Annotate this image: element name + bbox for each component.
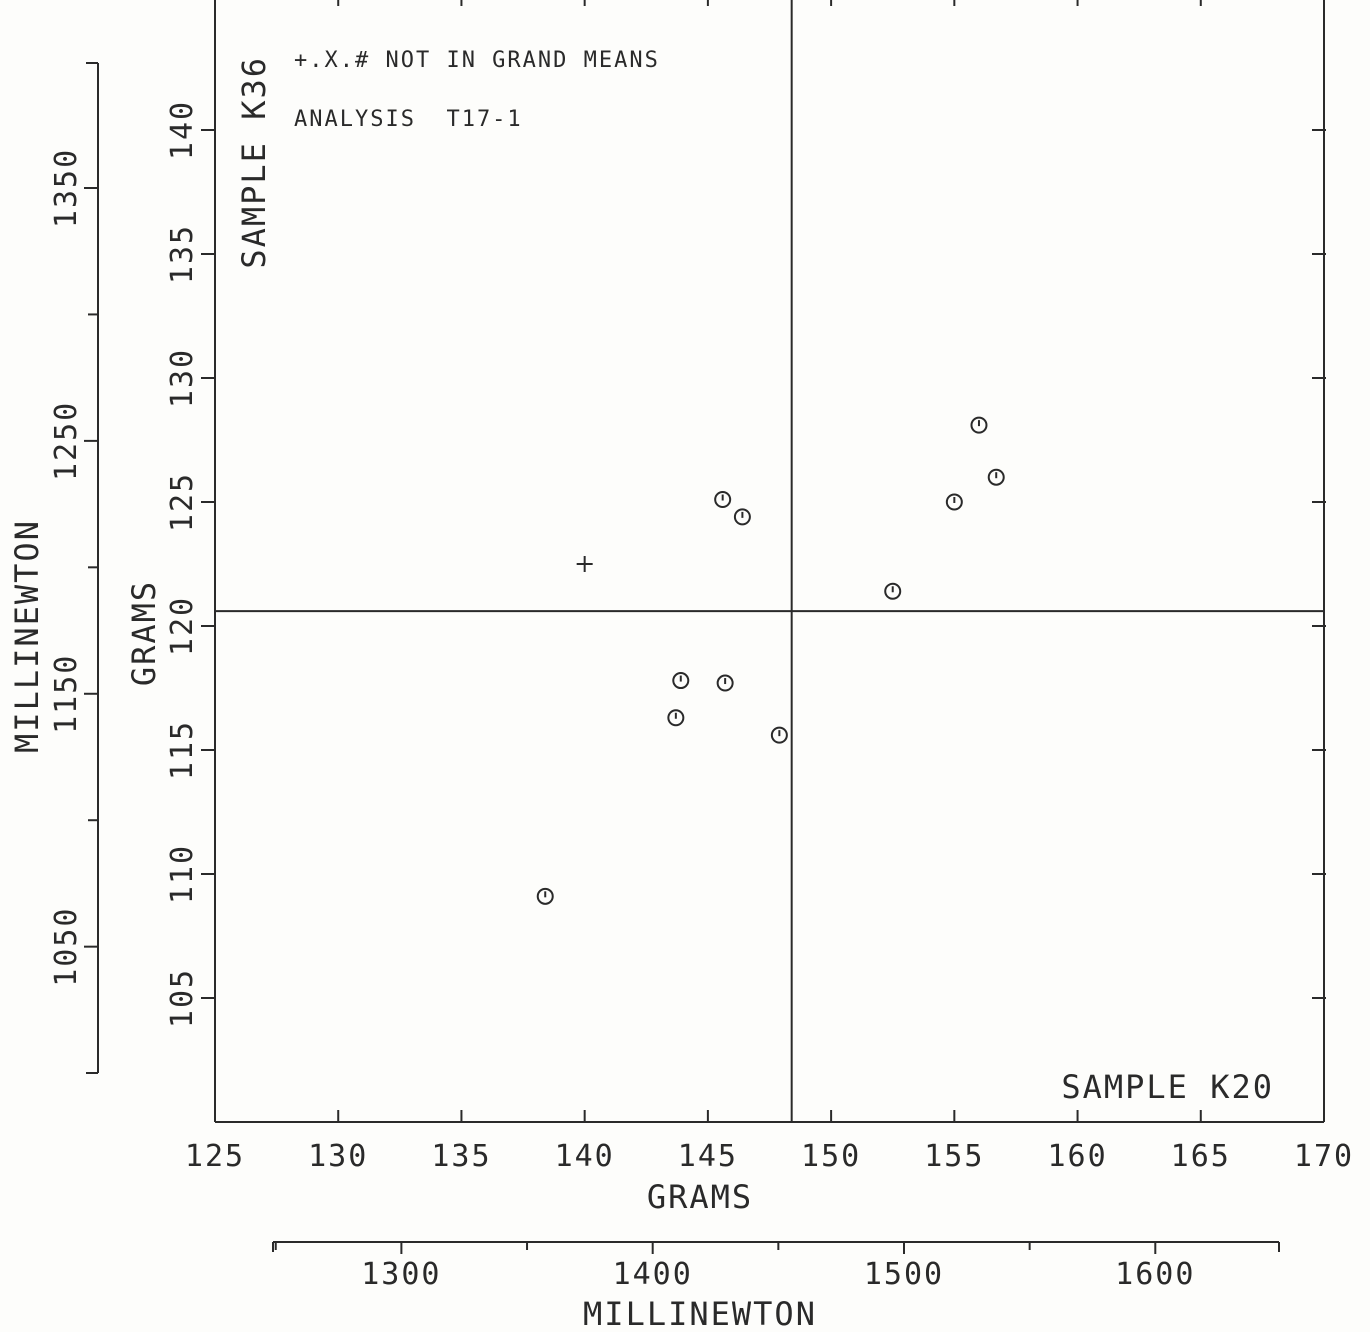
point-ring xyxy=(770,726,788,744)
x-tick-label: 160 xyxy=(1047,1139,1107,1174)
point-ring xyxy=(970,416,988,434)
x-tick-label: 145 xyxy=(678,1139,738,1174)
sample-k36-label: SAMPLE K36 xyxy=(235,56,273,269)
data-point-circle xyxy=(884,582,902,600)
point-ring xyxy=(716,674,734,692)
point-ring xyxy=(672,672,690,690)
y-tick-label: 135 xyxy=(165,224,200,284)
data-point-circle xyxy=(716,674,734,692)
y-axis-title: GRAMS xyxy=(125,580,163,686)
y2-tick-label: 1250 xyxy=(49,401,84,481)
data-point-circle xyxy=(714,491,732,509)
data-point-circle xyxy=(970,416,988,434)
x-axis-grams: 125 130 135 140 145 150 155 160 165 170 xyxy=(185,0,1354,1174)
x-tick-label: 150 xyxy=(801,1139,861,1174)
y-tick-label: 115 xyxy=(165,720,200,780)
point-ring xyxy=(987,468,1005,486)
x-axis-millinewton: 1300 1400 1500 1600 xyxy=(272,1241,1280,1292)
data-point-circle xyxy=(945,493,963,511)
x-tick-label: 135 xyxy=(431,1139,491,1174)
y2-tick-label: 1050 xyxy=(49,907,84,987)
y-tick-label: 110 xyxy=(165,844,200,904)
x2-tick-label: 1400 xyxy=(613,1257,693,1292)
y-axis-millinewton: 1050 1150 1250 1350 xyxy=(49,62,99,1074)
y2-axis-title: MILLINEWTON xyxy=(8,519,46,753)
y-tick-label: 120 xyxy=(165,596,200,656)
x2-tick-label: 1500 xyxy=(864,1257,944,1292)
data-point-circle xyxy=(667,709,685,727)
y-axis-grams: 105 110 115 120 125 130 135 140 xyxy=(165,100,1326,1028)
x-tick-label: 170 xyxy=(1294,1139,1354,1174)
analysis-note: ANALYSIS T17-1 xyxy=(294,107,523,132)
point-ring xyxy=(733,508,751,526)
y-tick-label: 140 xyxy=(165,100,200,160)
x2-tick-label: 1600 xyxy=(1115,1257,1195,1292)
reference-lines xyxy=(215,0,1324,1122)
y2-tick-label: 1150 xyxy=(49,654,84,734)
point-ring xyxy=(884,582,902,600)
x-tick-label: 155 xyxy=(924,1139,984,1174)
x-tick-label: 125 xyxy=(185,1139,245,1174)
data-point-circle xyxy=(672,672,690,690)
x-tick-label: 130 xyxy=(308,1139,368,1174)
data-point-plus xyxy=(576,556,593,572)
plot-frame xyxy=(214,0,1325,1123)
x-axis-title: GRAMS xyxy=(647,1178,753,1216)
legend-note: +.X.# NOT IN GRAND MEANS xyxy=(294,48,660,73)
data-point-circle xyxy=(987,468,1005,486)
x2-tick-label: 1300 xyxy=(361,1257,441,1292)
x2-axis-title: MILLINEWTON xyxy=(583,1295,817,1332)
point-ring xyxy=(714,491,732,509)
sample-k20-label: SAMPLE K20 xyxy=(1061,1068,1274,1106)
x-tick-label: 165 xyxy=(1171,1139,1231,1174)
y-tick-label: 105 xyxy=(165,968,200,1028)
y-tick-label: 125 xyxy=(165,472,200,532)
data-points xyxy=(536,416,1005,905)
y-tick-label: 130 xyxy=(165,348,200,408)
data-point-circle xyxy=(536,887,554,905)
point-ring xyxy=(945,493,963,511)
data-point-circle xyxy=(770,726,788,744)
x-tick-label: 140 xyxy=(555,1139,615,1174)
y2-tick-label: 1350 xyxy=(49,148,84,228)
point-ring xyxy=(536,887,554,905)
point-ring xyxy=(667,709,685,727)
data-point-circle xyxy=(733,508,751,526)
